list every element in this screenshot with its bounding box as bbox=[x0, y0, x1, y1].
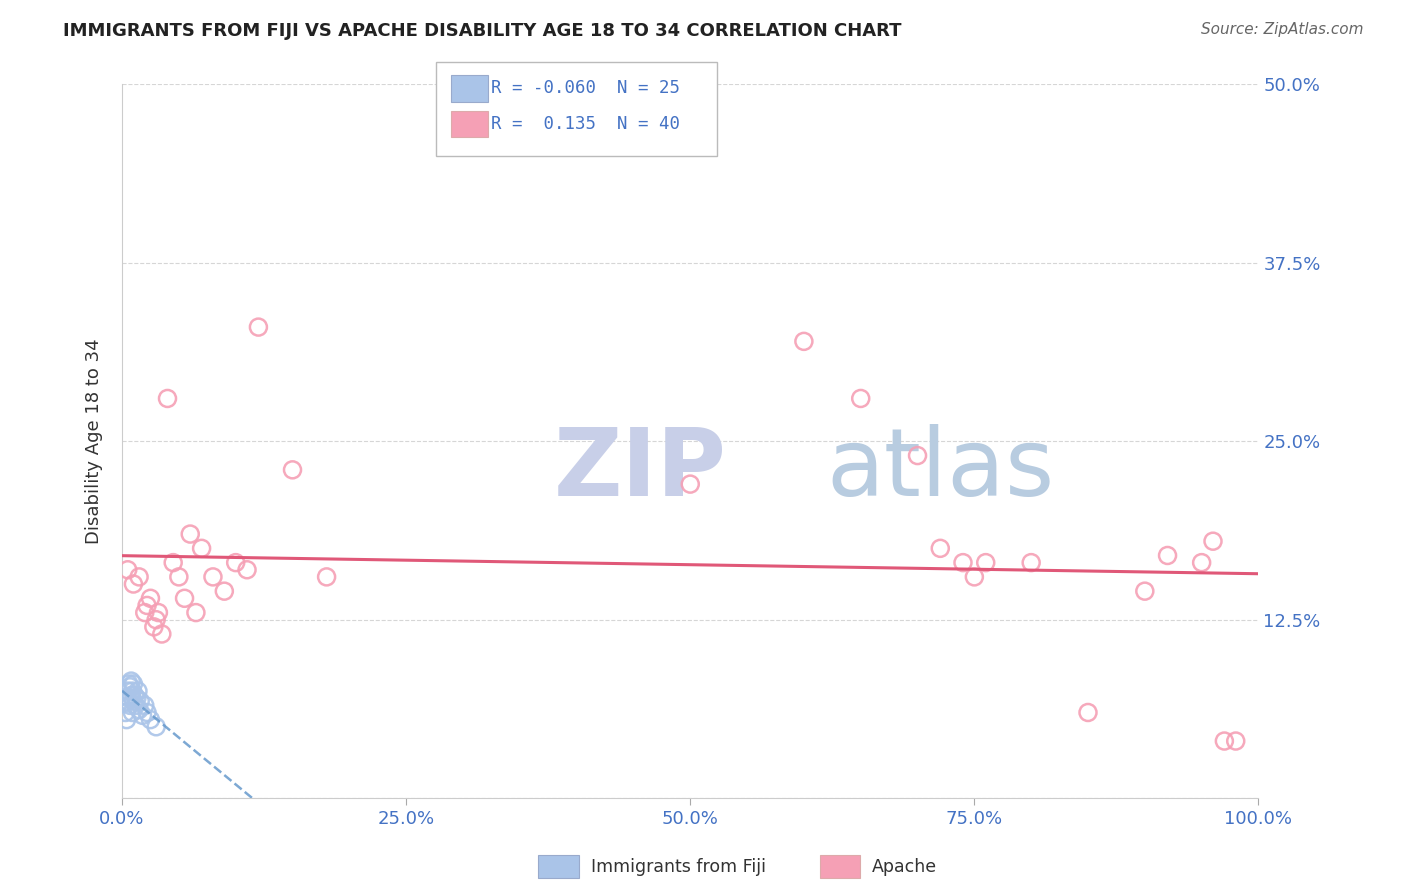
Point bbox=[173, 591, 195, 606]
Point bbox=[122, 577, 145, 591]
Point bbox=[907, 449, 929, 463]
Point bbox=[1202, 534, 1225, 549]
Point bbox=[120, 689, 142, 703]
Point bbox=[131, 708, 153, 723]
Point bbox=[156, 392, 179, 406]
Text: ZIP: ZIP bbox=[554, 424, 727, 516]
Point bbox=[190, 541, 212, 556]
Point bbox=[125, 691, 148, 706]
Point bbox=[118, 691, 141, 706]
Point bbox=[1225, 734, 1247, 748]
Point bbox=[225, 556, 247, 570]
Point bbox=[121, 684, 143, 698]
Point bbox=[184, 606, 207, 620]
Point bbox=[117, 563, 139, 577]
Point bbox=[121, 706, 143, 720]
Text: Immigrants from Fiji: Immigrants from Fiji bbox=[591, 858, 765, 876]
Point bbox=[793, 334, 815, 349]
Point bbox=[117, 694, 139, 708]
Point bbox=[952, 556, 974, 570]
Point bbox=[139, 591, 162, 606]
Point bbox=[136, 599, 159, 613]
Point bbox=[136, 706, 159, 720]
Point bbox=[129, 694, 152, 708]
Point bbox=[118, 698, 141, 713]
Point bbox=[247, 320, 270, 334]
Point bbox=[148, 606, 170, 620]
Text: atlas: atlas bbox=[827, 424, 1054, 516]
Point bbox=[115, 713, 138, 727]
Point bbox=[1156, 549, 1178, 563]
Point bbox=[679, 477, 702, 491]
Point bbox=[139, 713, 162, 727]
Point bbox=[124, 689, 146, 703]
Point bbox=[974, 556, 997, 570]
Text: IMMIGRANTS FROM FIJI VS APACHE DISABILITY AGE 18 TO 34 CORRELATION CHART: IMMIGRANTS FROM FIJI VS APACHE DISABILIT… bbox=[63, 22, 901, 40]
Point bbox=[145, 613, 167, 627]
Point bbox=[145, 720, 167, 734]
Point bbox=[201, 570, 224, 584]
Point bbox=[929, 541, 952, 556]
Point bbox=[128, 703, 150, 717]
Point bbox=[1191, 556, 1213, 570]
Point bbox=[1133, 584, 1156, 599]
Point bbox=[236, 563, 259, 577]
Text: R = -0.060  N = 25: R = -0.060 N = 25 bbox=[491, 79, 679, 97]
Point bbox=[315, 570, 337, 584]
Point bbox=[122, 694, 145, 708]
Point bbox=[122, 677, 145, 691]
Point bbox=[963, 570, 986, 584]
Point bbox=[127, 684, 149, 698]
Text: Source: ZipAtlas.com: Source: ZipAtlas.com bbox=[1201, 22, 1364, 37]
Point bbox=[1019, 556, 1042, 570]
Point bbox=[134, 698, 156, 713]
Point bbox=[179, 527, 201, 541]
Y-axis label: Disability Age 18 to 34: Disability Age 18 to 34 bbox=[86, 338, 103, 544]
Point bbox=[134, 606, 156, 620]
Point bbox=[120, 674, 142, 689]
Point bbox=[1213, 734, 1236, 748]
Point bbox=[117, 684, 139, 698]
Point bbox=[281, 463, 304, 477]
Point bbox=[167, 570, 190, 584]
Point bbox=[114, 706, 136, 720]
Point bbox=[118, 680, 141, 694]
Point bbox=[118, 677, 141, 691]
Point bbox=[128, 570, 150, 584]
Text: R =  0.135  N = 40: R = 0.135 N = 40 bbox=[491, 115, 679, 133]
Point bbox=[162, 556, 184, 570]
Point bbox=[849, 392, 872, 406]
Point bbox=[125, 698, 148, 713]
Text: Apache: Apache bbox=[872, 858, 936, 876]
Point bbox=[142, 620, 165, 634]
Point bbox=[150, 627, 173, 641]
Point bbox=[214, 584, 236, 599]
Point bbox=[1077, 706, 1099, 720]
